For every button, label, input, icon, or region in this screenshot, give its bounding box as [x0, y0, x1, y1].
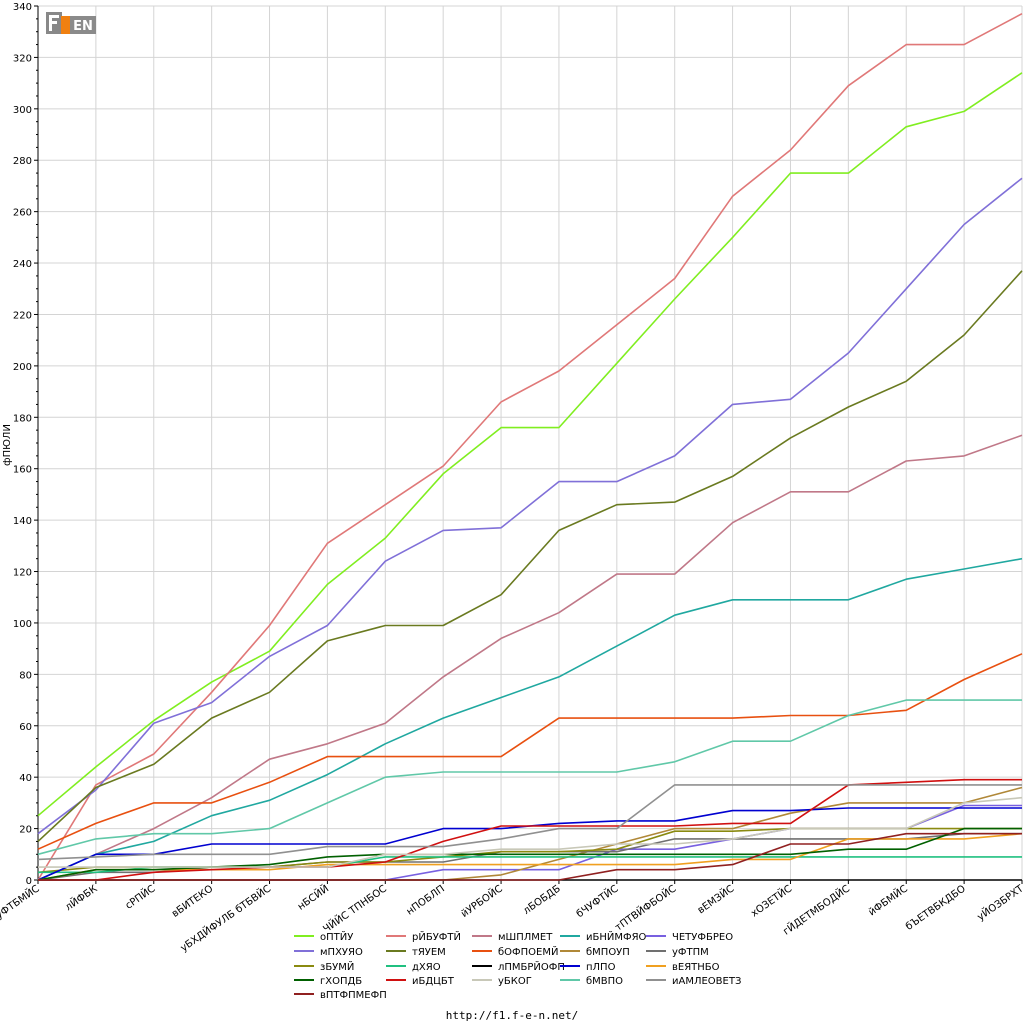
series-line-21: [38, 832, 1022, 881]
y-axis-label: фПЮЛИ: [2, 424, 13, 466]
legend-label: бМВПО: [586, 976, 623, 987]
y-tick-label: 200: [13, 362, 32, 373]
x-tick-label: уЙОЗБРХТ: [974, 881, 1024, 923]
y-tick-label: 80: [19, 670, 32, 681]
y-tick-label: 300: [13, 105, 32, 116]
x-tick-label: вБИТЕКО: [170, 883, 215, 919]
x-tick-label: ЧЙЙС ТПНБОС: [320, 882, 389, 936]
y-tick-label: 280: [13, 156, 32, 167]
legend-label: вПТФПМЕФП: [320, 990, 387, 1001]
series-line-18: [38, 796, 1023, 868]
x-tick-label: бЪЕТВБКДБО: [904, 883, 968, 932]
series-line-20: [37, 784, 1022, 861]
legend-label: лПМБРЙОФП: [498, 960, 565, 973]
series-line-3: [37, 434, 1023, 881]
y-tick-labels: 0 20 40 60 80 100 120 140 160 180 200 220 240 260 280 3…: [13, 2, 32, 887]
x-tick-label: тПТВЙФБОЙС: [612, 882, 678, 934]
legend-label: оПТЙУ: [320, 930, 353, 943]
legend-label: зБУМЙ: [320, 960, 354, 973]
x-tick-label: лБОБДБ: [521, 883, 562, 917]
legend-label: уФТПМ: [672, 947, 709, 958]
legend-label: рЙБУФТЙ: [412, 930, 461, 943]
legend-label: гХОПДБ: [320, 976, 362, 987]
y-tick-label: 0: [26, 876, 32, 887]
series-line-11: [37, 827, 1022, 874]
y-tick-label: 160: [13, 465, 32, 476]
series-line-2: [37, 12, 1023, 881]
x-tick-label: хОЗЕТЙС: [748, 882, 794, 920]
legend-label: мПХУЯО: [320, 947, 363, 958]
svg-text:EN: EN: [73, 19, 93, 34]
footer-url[interactable]: http://f1.f-e-n.net/: [445, 1009, 579, 1022]
legend-label: мШПЛМЕТ: [498, 932, 553, 943]
legend: оПТЙУ рЙБУФТЙ мШПЛМЕТ иБНЙМФЯО ЧЕТУФБРЕО мПХУ…: [294, 930, 741, 1001]
y-tick-label: 340: [13, 2, 32, 13]
legend-label: бОФПОЕМЙ: [498, 945, 558, 958]
x-tick-label: йУРБОЙС: [458, 882, 505, 920]
legend-label: иБДЦБТ: [412, 976, 455, 987]
y-tick-label: 140: [13, 516, 32, 527]
series-line-8: [37, 653, 1023, 850]
x-tick-label: йФБМЙС: [866, 882, 910, 919]
y-tick-label: 60: [19, 722, 32, 733]
y-tick-label: 320: [13, 53, 32, 64]
x-tick-label: уБХДЙФУЛБ бТБВЙС: [178, 882, 274, 954]
series-line-4: [37, 557, 1023, 881]
legend-label: иБНЙМФЯО: [586, 930, 647, 943]
legend-label: пЛПО: [586, 962, 616, 973]
x-tick-label: бЧУФТЙС: [574, 882, 621, 920]
legend-label: бМПОУП: [586, 947, 630, 958]
legend-label: ЧЕТУФБРЕО: [672, 932, 733, 943]
legend-label: вЕЯТНБО: [672, 962, 720, 973]
x-tick-label: лЙФБК: [62, 882, 99, 914]
legend-label: тЯУЕМ: [412, 947, 446, 958]
x-tick-label: вЕМЗЙС: [695, 882, 737, 917]
series-line-1: [37, 72, 1023, 817]
y-tick-label: 260: [13, 208, 32, 219]
series-line-19: [37, 699, 1022, 856]
series-lines: [37, 12, 1023, 881]
x-tick-label: уФТБМЙС: [0, 882, 42, 922]
x-tick-label: нПОБЛП: [405, 883, 447, 917]
x-tick-label: сРПЙС: [123, 882, 158, 912]
y-tick-label: 240: [13, 259, 32, 270]
series-line-7: [37, 270, 1023, 842]
axes: [34, 5, 1023, 884]
y-tick-label: 120: [13, 568, 32, 579]
x-tick-label: нБСЙЙ: [295, 882, 331, 913]
y-tick-label: 220: [13, 310, 32, 321]
legend-label: иАМЛЕОВЕТЗ: [672, 976, 741, 987]
grid-lines: [37, 5, 1023, 881]
legend-label: дХЯО: [412, 962, 441, 973]
y-tick-label: 100: [13, 619, 32, 630]
legend-label: уБКОГ: [498, 976, 532, 987]
logo: EN: [46, 10, 98, 36]
series-line-6: [37, 177, 1023, 835]
y-tick-label: 40: [19, 773, 32, 784]
y-tick-label: 20: [19, 825, 32, 836]
y-tick-label: 180: [13, 413, 32, 424]
